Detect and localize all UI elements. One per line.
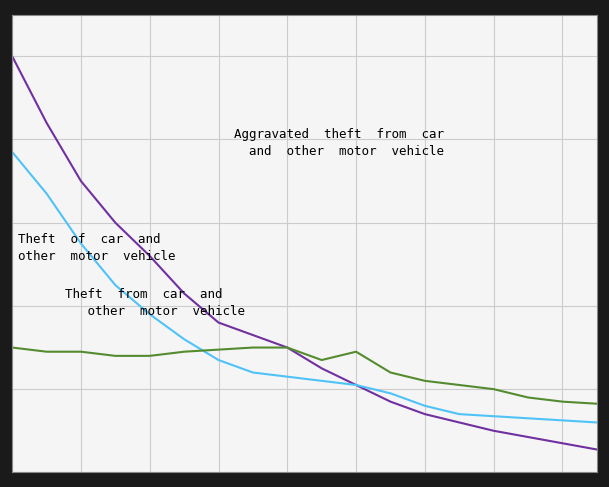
Text: Theft  from  car  and
   other  motor  vehicle: Theft from car and other motor vehicle (65, 288, 245, 318)
Text: Aggravated  theft  from  car
  and  other  motor  vehicle: Aggravated theft from car and other moto… (234, 128, 445, 158)
Text: Theft  of  car  and
other  motor  vehicle: Theft of car and other motor vehicle (18, 233, 175, 263)
